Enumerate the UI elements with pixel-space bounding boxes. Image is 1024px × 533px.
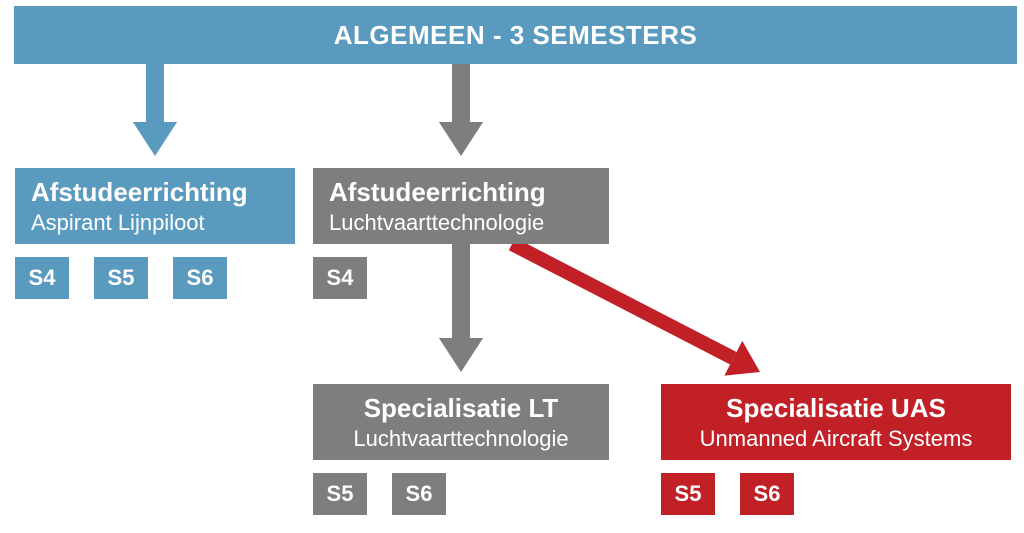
header-banner: ALGEMEEN - 3 SEMESTERS — [14, 6, 1017, 64]
node-subtitle: Luchtvaarttechnologie — [329, 209, 544, 237]
node-afstudeerrichting-tech: Afstudeerrichting Luchtvaarttechnologie — [313, 168, 609, 244]
node-specialisatie-lt: Specialisatie LT Luchtvaarttechnologie — [313, 384, 609, 460]
node-title: Afstudeerrichting — [329, 176, 546, 209]
semester-chip: S6 — [173, 257, 227, 299]
semester-chip: S5 — [313, 473, 367, 515]
semester-chip: S4 — [313, 257, 367, 299]
node-afstudeerrichting-pilot: Afstudeerrichting Aspirant Lijnpiloot — [15, 168, 295, 244]
node-subtitle: Luchtvaarttechnologie — [353, 425, 568, 453]
node-specialisatie-uas: Specialisatie UAS Unmanned Aircraft Syst… — [661, 384, 1011, 460]
diagram-canvas: { "diagram": { "type": "flowchart", "can… — [0, 0, 1024, 533]
header-text: ALGEMEEN - 3 SEMESTERS — [334, 20, 698, 51]
node-subtitle: Aspirant Lijnpiloot — [31, 209, 205, 237]
semester-chip: S6 — [392, 473, 446, 515]
node-subtitle: Unmanned Aircraft Systems — [700, 425, 973, 453]
semester-chip: S6 — [740, 473, 794, 515]
node-title: Specialisatie LT — [364, 392, 559, 425]
node-title: Specialisatie UAS — [726, 392, 946, 425]
semester-chip: S5 — [94, 257, 148, 299]
node-title: Afstudeerrichting — [31, 176, 248, 209]
semester-chip: S4 — [15, 257, 69, 299]
semester-chip: S5 — [661, 473, 715, 515]
